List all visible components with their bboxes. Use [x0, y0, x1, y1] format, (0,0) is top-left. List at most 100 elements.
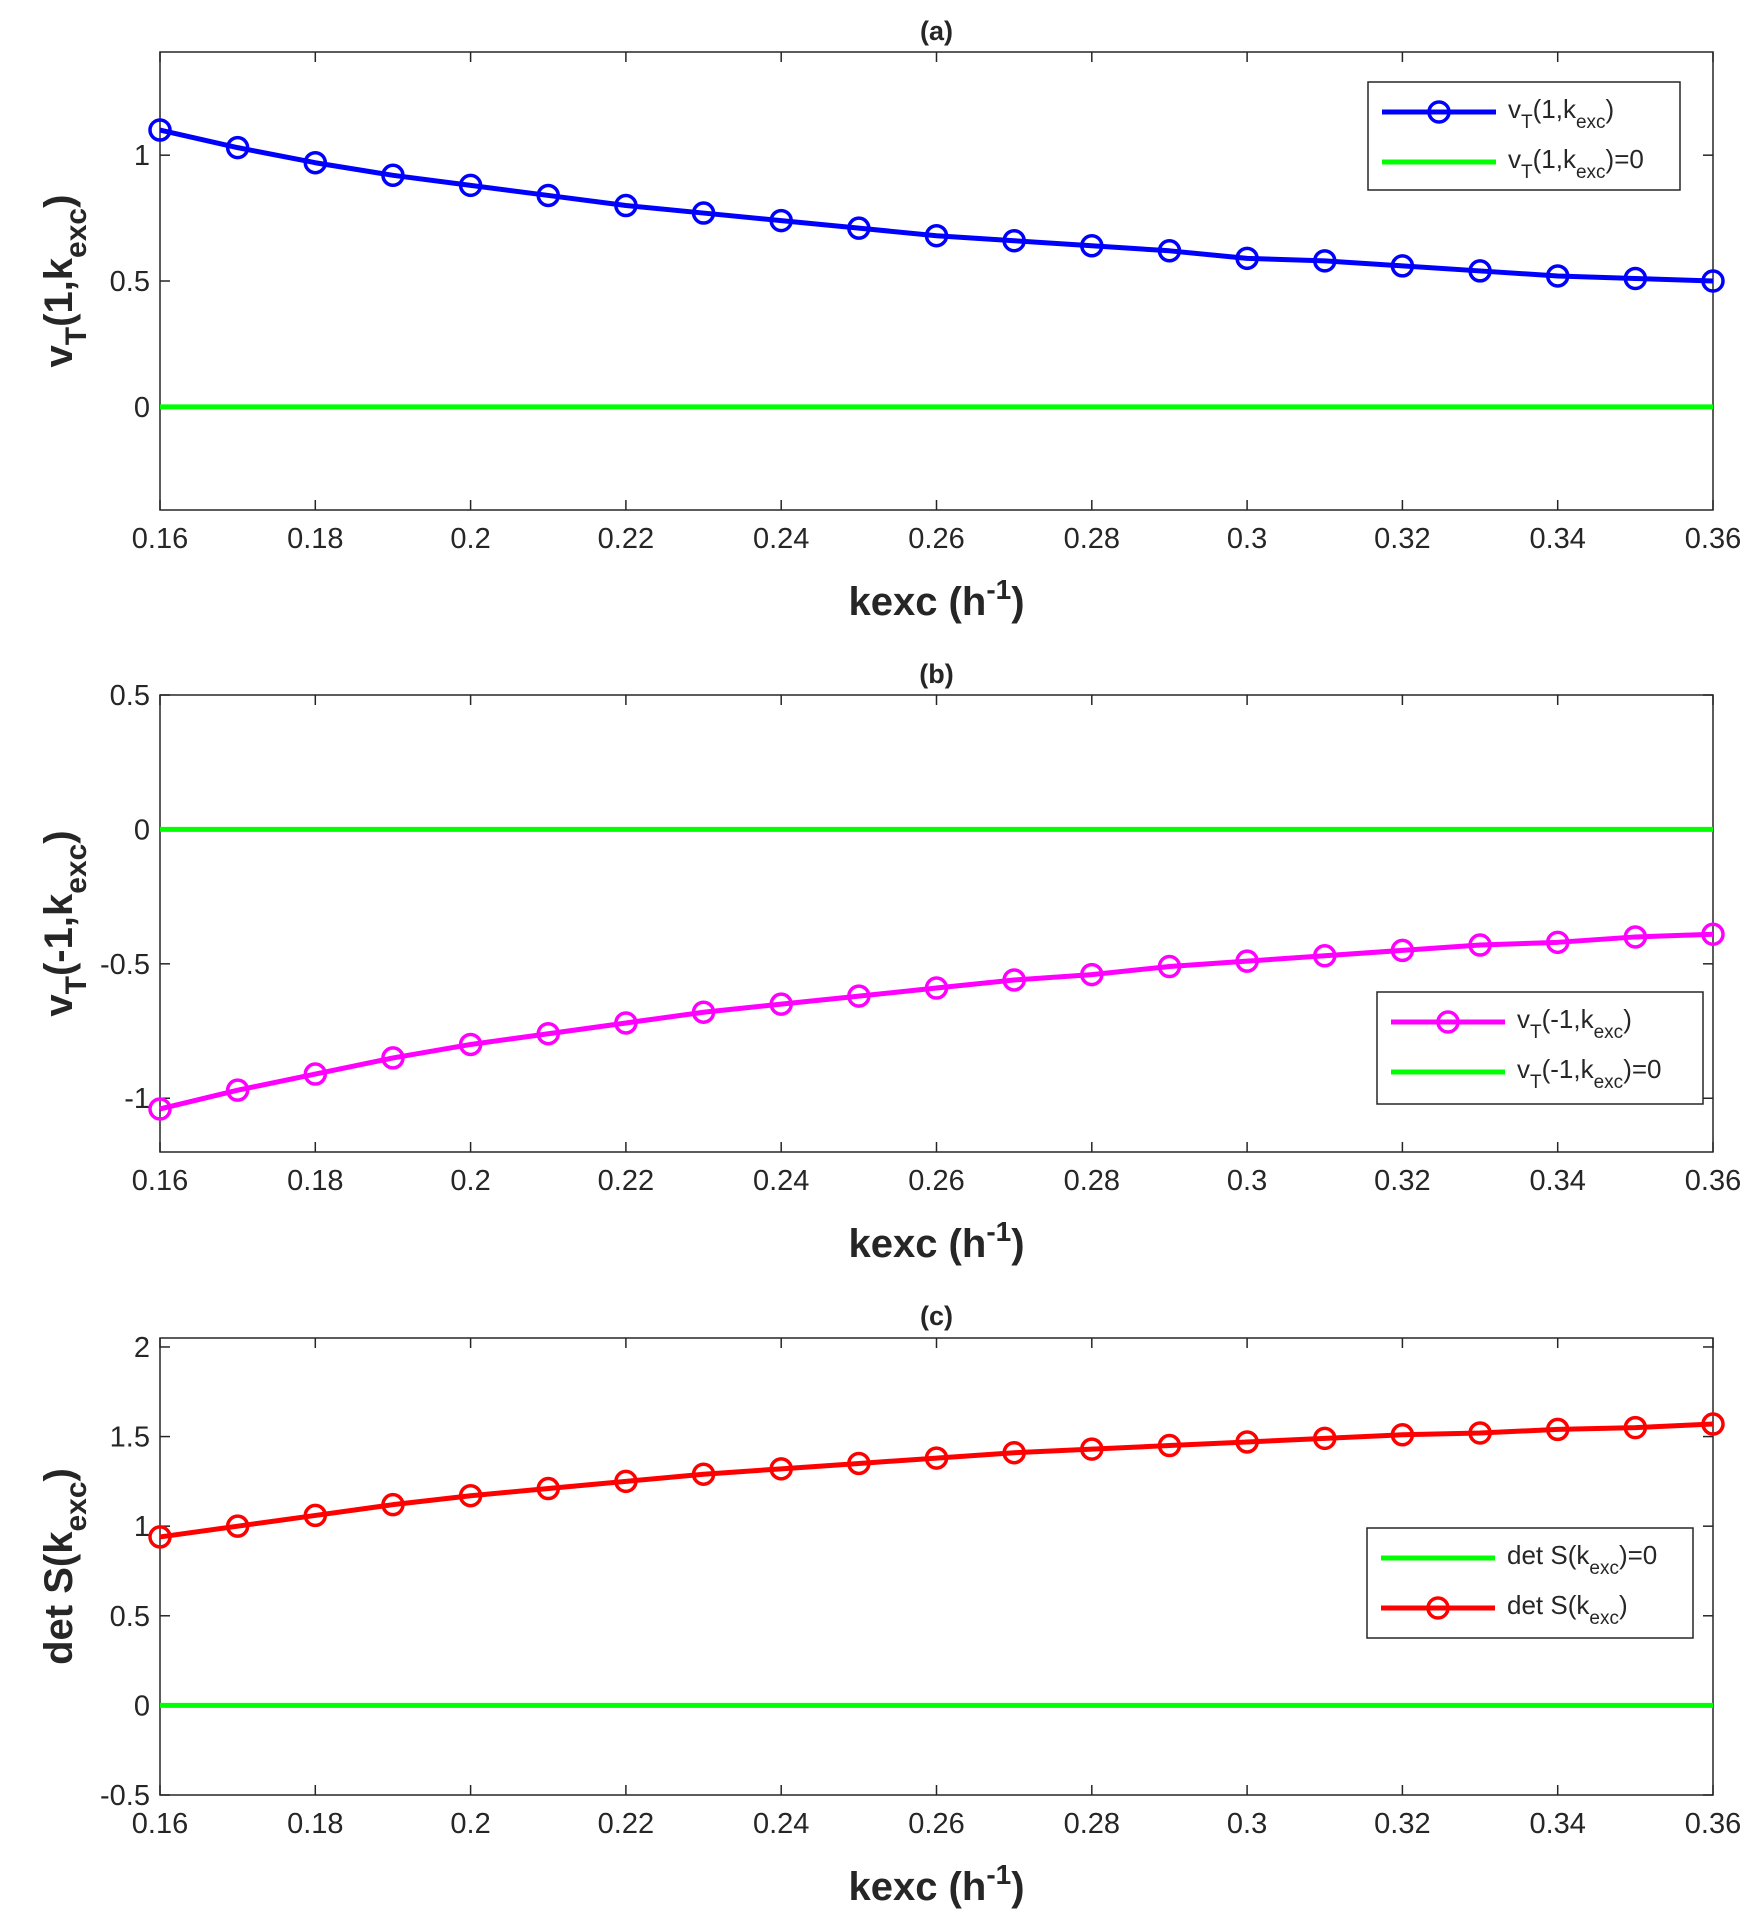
legend-entry: vT(1,kexc)	[1508, 94, 1614, 133]
y-tick-label: 0.5	[110, 680, 150, 712]
legend-text-part: (-1,k	[1542, 1054, 1595, 1084]
y-axis-label: det S(kexc)	[37, 1468, 93, 1665]
legend-text-part: )=0	[1619, 1540, 1657, 1570]
legend-text-part: (1,k	[1533, 94, 1577, 124]
x-tick-label: 0.34	[1529, 523, 1585, 555]
y-axis-label-part: (-1,k	[37, 893, 81, 976]
data-point	[1623, 266, 1648, 291]
x-axis-label: kexc (h-1)	[848, 1859, 1024, 1909]
data-point	[1235, 1430, 1259, 1454]
x-tick-label: 0.22	[598, 1808, 654, 1840]
x-tick-label: 0.18	[287, 1165, 343, 1197]
data-point	[381, 1492, 405, 1517]
legend-text-sub: exc	[1594, 1072, 1624, 1093]
x-tick-label: 0.24	[753, 1808, 809, 1840]
data-point	[1157, 954, 1182, 979]
y-axis-label-part: v	[37, 994, 81, 1017]
data-point	[1313, 249, 1337, 273]
y-tick-label: 0	[134, 814, 150, 846]
x-tick-label: 0.28	[1064, 523, 1120, 555]
x-tick-label: 0.26	[908, 1808, 964, 1840]
data-point	[303, 150, 328, 175]
y-tick-label: 0	[134, 392, 150, 424]
panel-title: (b)	[919, 659, 953, 689]
x-tick-label: 0.32	[1374, 1808, 1430, 1840]
data-point	[614, 1011, 638, 1035]
data-point	[536, 1021, 560, 1046]
data-point	[924, 223, 949, 248]
data-point	[1313, 1426, 1337, 1451]
x-tick-label: 0.16	[132, 1165, 188, 1197]
x-tick-label: 0.24	[753, 1165, 809, 1197]
panel-b: 0.16 0.18 0.2 0.22 0.24 0.26 0.28 0.3 0.32 0.34 0.…	[37, 659, 1741, 1266]
legend-marker	[1436, 1010, 1460, 1034]
x-tick-label: 0.22	[598, 1165, 654, 1197]
series-line	[159, 931, 1714, 1112]
data-point	[1080, 1437, 1104, 1461]
legend-text-sub: exc	[1594, 1022, 1624, 1043]
x-tick-label: 0.22	[598, 523, 654, 555]
data-point	[1313, 944, 1337, 968]
legend-text-sub: exc	[1589, 1558, 1619, 1579]
data-point	[1701, 269, 1725, 293]
data-point	[225, 1078, 250, 1102]
x-axis-label-close: )	[1011, 1865, 1024, 1909]
x-tick-label: 0.2	[450, 1808, 490, 1840]
data-point	[1545, 1417, 1570, 1442]
x-tick-label: 0.26	[908, 1165, 964, 1197]
panel-title: (c)	[920, 1301, 953, 1331]
data-point	[225, 135, 250, 160]
data-point	[1468, 1421, 1492, 1445]
y-axis-label-part: (1,k	[37, 257, 81, 327]
legend-text-sub: T	[1521, 112, 1533, 133]
x-tick-label: 0.36	[1685, 1808, 1741, 1840]
x-tick-label: 0.28	[1064, 1808, 1120, 1840]
x-tick-label: 0.36	[1685, 1165, 1741, 1197]
panel-a: 0.16 0.18 0.2 0.22 0.24 0.26 0.28 0.3 0.32 0.34 0.…	[37, 16, 1741, 624]
data-point	[148, 118, 172, 142]
data-point	[458, 173, 483, 198]
series-line	[159, 127, 1714, 284]
legend-entry: vT(-1,kexc)=0	[1517, 1054, 1662, 1093]
legend-text-part: )=0	[1623, 1054, 1661, 1084]
data-point	[1157, 1433, 1182, 1458]
y-tick-label: -1	[124, 1083, 150, 1115]
y-axis-label-sub: exc	[60, 208, 93, 258]
y-tick-label: 0	[134, 1690, 150, 1722]
data-point	[1390, 1423, 1415, 1447]
legend-box	[1376, 991, 1704, 1105]
y-tick-label: -0.5	[100, 949, 150, 981]
legend-entry: det S(kexc)	[1507, 1590, 1628, 1629]
y-tick-label: 1.5	[110, 1422, 150, 1454]
legend-text-part: )=0	[1606, 144, 1644, 174]
data-point	[1623, 1415, 1648, 1440]
legend-text-part: (1,k	[1533, 144, 1577, 174]
x-axis-label-sup: -1	[986, 1859, 1011, 1890]
legend-text-part: v	[1508, 144, 1521, 174]
y-axis-label: vT(1,kexc)	[37, 195, 93, 368]
x-axis-label-close: )	[1011, 580, 1024, 624]
x-axis-label-sup: -1	[986, 1216, 1011, 1247]
x-tick-label: 0.32	[1374, 1165, 1430, 1197]
y-axis-label: vT(-1,kexc)	[37, 830, 93, 1016]
y-tick-label: 1	[134, 1511, 150, 1543]
data-point	[1468, 259, 1492, 283]
data-point	[1157, 239, 1182, 263]
legend-marker	[1427, 100, 1451, 124]
x-axis-label: kexc (h-1)	[848, 574, 1024, 624]
data-point	[691, 1000, 716, 1024]
data-point	[1468, 933, 1492, 957]
y-axis-label-sub: T	[60, 327, 93, 345]
legend-text-sub: exc	[1576, 112, 1606, 133]
data-point	[1545, 264, 1570, 288]
legend-text-part: det S(k	[1507, 1540, 1590, 1570]
x-tick-label: 0.32	[1374, 523, 1430, 555]
x-axis-label-main: kexc (h	[848, 1222, 986, 1266]
data-point	[924, 1446, 949, 1470]
legend-entry: det S(kexc)=0	[1507, 1540, 1657, 1579]
data-point	[847, 1451, 871, 1476]
series-line	[159, 1421, 1714, 1540]
data-point	[148, 1525, 172, 1549]
y-axis-label-part: )	[37, 830, 81, 843]
